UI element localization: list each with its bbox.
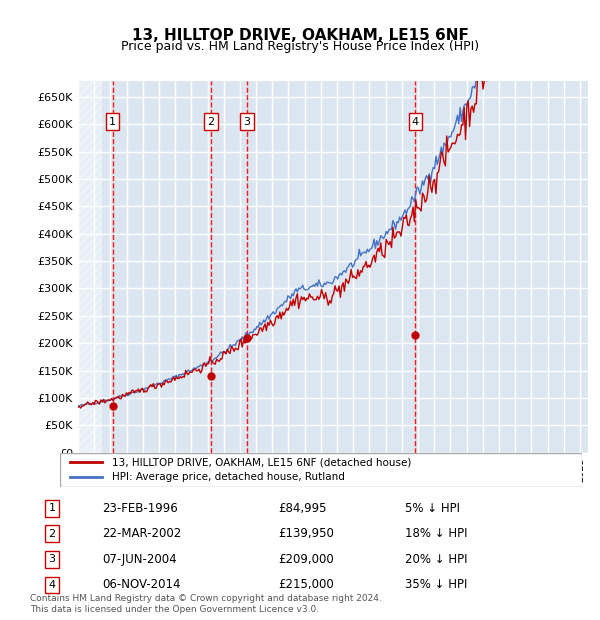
Text: 4: 4 xyxy=(49,580,56,590)
Text: 22-MAR-2002: 22-MAR-2002 xyxy=(102,528,181,540)
Text: £139,950: £139,950 xyxy=(278,528,334,540)
Text: 06-NOV-2014: 06-NOV-2014 xyxy=(102,578,180,591)
Text: 13, HILLTOP DRIVE, OAKHAM, LE15 6NF: 13, HILLTOP DRIVE, OAKHAM, LE15 6NF xyxy=(131,28,469,43)
Text: Price paid vs. HM Land Registry's House Price Index (HPI): Price paid vs. HM Land Registry's House … xyxy=(121,40,479,53)
FancyBboxPatch shape xyxy=(60,453,582,487)
Text: 1: 1 xyxy=(109,117,116,126)
Text: 20% ↓ HPI: 20% ↓ HPI xyxy=(406,553,468,566)
Text: 1: 1 xyxy=(49,503,56,513)
Text: 4: 4 xyxy=(412,117,419,126)
Text: 5% ↓ HPI: 5% ↓ HPI xyxy=(406,502,460,515)
Text: 3: 3 xyxy=(244,117,250,126)
Text: HPI: Average price, detached house, Rutland: HPI: Average price, detached house, Rutl… xyxy=(112,472,345,482)
Text: £209,000: £209,000 xyxy=(278,553,334,566)
Text: 2: 2 xyxy=(49,529,56,539)
Text: Contains HM Land Registry data © Crown copyright and database right 2024.
This d: Contains HM Land Registry data © Crown c… xyxy=(30,595,382,614)
Text: 23-FEB-1996: 23-FEB-1996 xyxy=(102,502,178,515)
Bar xyxy=(78,81,102,453)
Text: £84,995: £84,995 xyxy=(278,502,327,515)
Text: 13, HILLTOP DRIVE, OAKHAM, LE15 6NF (detached house): 13, HILLTOP DRIVE, OAKHAM, LE15 6NF (det… xyxy=(112,457,412,467)
Text: 18% ↓ HPI: 18% ↓ HPI xyxy=(406,528,468,540)
Text: 07-JUN-2004: 07-JUN-2004 xyxy=(102,553,176,566)
Text: 3: 3 xyxy=(49,554,56,564)
Text: 2: 2 xyxy=(208,117,215,126)
Text: £215,000: £215,000 xyxy=(278,578,334,591)
Text: 35% ↓ HPI: 35% ↓ HPI xyxy=(406,578,468,591)
